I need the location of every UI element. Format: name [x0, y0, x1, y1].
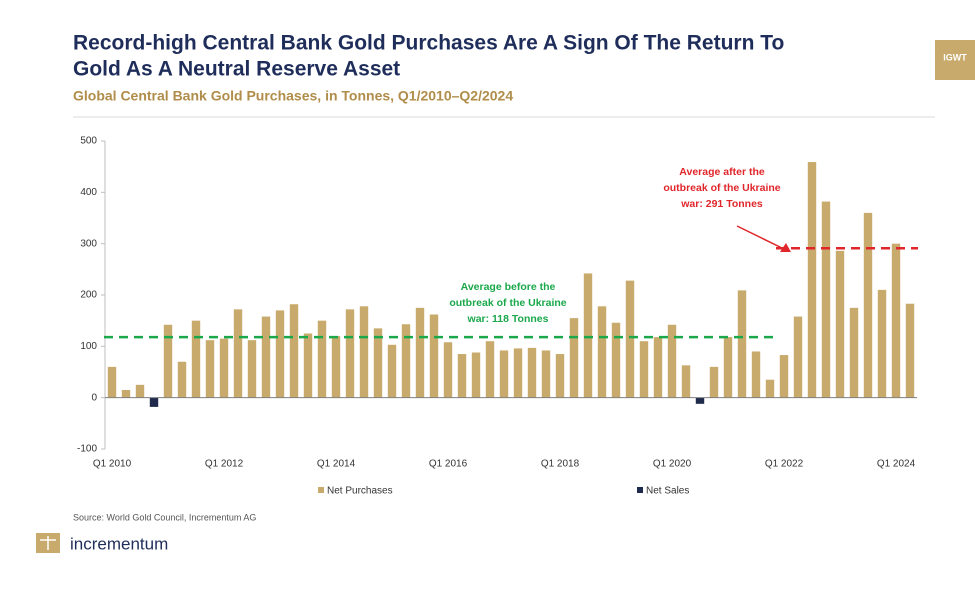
bar: [401, 324, 411, 398]
x-tick-label: Q1 2024: [877, 459, 916, 470]
bar: [429, 314, 439, 398]
bar: [387, 344, 397, 398]
bar: [877, 289, 887, 398]
bar: [555, 354, 565, 398]
bar: [443, 342, 453, 398]
y-tick-label: 300: [80, 238, 97, 249]
legend-label: Net Purchases: [327, 486, 393, 497]
legend-swatch: [637, 487, 643, 493]
bar: [597, 306, 607, 398]
bar: [135, 384, 145, 398]
legend-label: Net Sales: [646, 486, 689, 497]
logo-icon: [36, 533, 60, 553]
bar: [233, 309, 243, 398]
x-tick-label: Q1 2022: [765, 459, 804, 470]
bar: [667, 324, 677, 398]
bar: [163, 324, 173, 398]
bar: [765, 379, 775, 398]
bar: [219, 338, 229, 398]
bar: [415, 307, 425, 398]
bar: [863, 212, 873, 398]
y-tick-label: 200: [80, 290, 97, 301]
bar: [359, 306, 369, 398]
bar: [709, 366, 719, 398]
bar: [331, 336, 341, 398]
annotation-text: outbreak of the Ukraine: [449, 297, 566, 309]
x-tick-label: Q1 2016: [429, 459, 468, 470]
bar: [149, 397, 159, 407]
bar: [583, 273, 593, 398]
annotation-text: Average before the: [461, 281, 556, 293]
bar: [261, 316, 271, 398]
y-tick-label: 500: [80, 136, 97, 147]
logo-text: incrementum: [70, 534, 168, 553]
bar: [835, 250, 845, 398]
bar: [345, 309, 355, 398]
arrow-head: [780, 243, 791, 252]
bar: [737, 290, 747, 398]
x-tick-label: Q1 2020: [653, 459, 692, 470]
bar: [499, 350, 509, 398]
bar: [513, 348, 523, 398]
badge-text: IGWT: [943, 52, 967, 62]
bar: [303, 333, 313, 398]
bar: [205, 340, 215, 398]
bar: [373, 328, 383, 398]
y-tick-label: 400: [80, 187, 97, 198]
bar: [905, 303, 915, 398]
x-tick-label: Q1 2010: [93, 459, 132, 470]
annotation-text: Average after the: [679, 166, 765, 178]
bar: [247, 340, 257, 398]
bar: [625, 280, 635, 398]
annotation-text: war: 291 Tonnes: [680, 198, 763, 210]
bar: [639, 341, 649, 398]
source: Source: World Gold Council, Incrementum …: [73, 512, 256, 522]
bar: [191, 320, 201, 398]
annotation-text: war: 118 Tonnes: [467, 313, 549, 325]
bar: [849, 307, 859, 398]
bar: [107, 366, 117, 398]
bar: [317, 320, 327, 398]
y-tick-label: -100: [77, 444, 97, 455]
bar: [723, 337, 733, 398]
bar: [275, 310, 285, 398]
bar: [821, 201, 831, 398]
chart-title: Gold As A Neutral Reserve Asset: [73, 58, 400, 81]
bar: [779, 355, 789, 398]
bar: [891, 243, 901, 398]
annotation-arrow: [736, 225, 785, 250]
bar: [751, 351, 761, 398]
chart-subtitle: Global Central Bank Gold Purchases, in T…: [73, 88, 513, 104]
bar: [541, 350, 551, 398]
bar: [793, 316, 803, 398]
x-tick-label: Q1 2018: [541, 459, 580, 470]
badge: [935, 40, 975, 80]
annotation-text: outbreak of the Ukraine: [663, 182, 780, 194]
x-tick-label: Q1 2014: [317, 459, 356, 470]
bar: [569, 318, 579, 398]
bar: [695, 397, 705, 404]
bar: [527, 347, 537, 398]
chart-title: Record-high Central Bank Gold Purchases …: [73, 32, 784, 55]
bar: [177, 361, 187, 398]
bar: [121, 389, 131, 398]
bar: [653, 337, 663, 398]
bar: [681, 365, 691, 398]
bar: [457, 354, 467, 398]
bar: [611, 322, 621, 398]
bar: [471, 352, 481, 398]
x-tick-label: Q1 2012: [205, 459, 244, 470]
bar: [807, 162, 817, 398]
y-tick-label: 100: [80, 341, 97, 352]
bar: [485, 341, 495, 398]
y-tick-label: 0: [91, 392, 97, 403]
bar: [289, 304, 299, 398]
legend-swatch: [318, 487, 324, 493]
